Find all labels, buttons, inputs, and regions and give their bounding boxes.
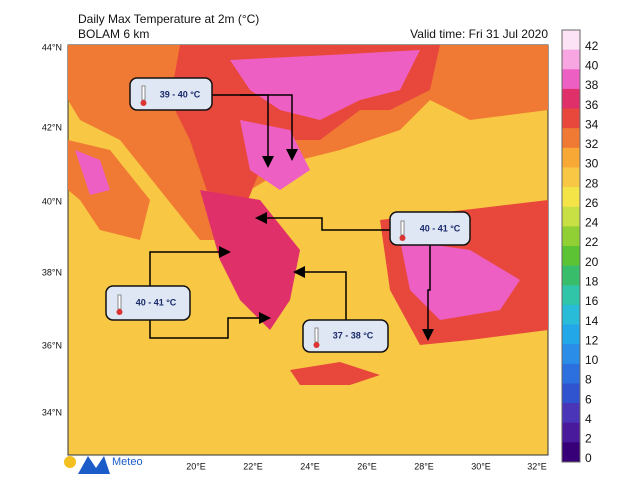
lon-label: 26°E xyxy=(357,461,377,471)
lon-label: 22°E xyxy=(243,461,263,471)
colorbar-label: 2 xyxy=(585,432,592,446)
colorbar-swatch xyxy=(562,49,580,70)
colorbar-swatch xyxy=(562,422,580,443)
colorbar-swatch xyxy=(562,304,580,326)
lat-label: 34°N xyxy=(42,407,62,417)
lat-label: 38°N xyxy=(42,267,62,277)
colorbar-label: 12 xyxy=(585,333,599,347)
subtitle: BOLAM 6 km xyxy=(78,27,149,41)
colorbar-label: 24 xyxy=(585,216,599,230)
callout-label: 37 - 38 °C xyxy=(333,330,374,340)
colorbar-swatch xyxy=(562,363,580,384)
colorbar-label: 36 xyxy=(585,98,599,112)
callout-arrows xyxy=(149,94,434,341)
land xyxy=(200,190,300,330)
colorbar-swatch xyxy=(562,383,580,404)
colorbar-label: 0 xyxy=(585,451,592,465)
colorbar-label: 4 xyxy=(585,412,592,426)
colorbar-swatch xyxy=(562,108,580,129)
hot-area xyxy=(75,150,110,195)
colorbar-label: 16 xyxy=(585,294,599,308)
lon-label: 30°E xyxy=(471,461,491,471)
colorbar-swatch xyxy=(562,442,580,463)
lon-label: 20°E xyxy=(186,461,206,471)
valid-time: Valid time: Fri 31 Jul 2020 xyxy=(410,27,548,41)
lon-labels: 20°E 22°E 24°E 26°E 28°E 30°E 32°E xyxy=(186,461,547,471)
colorbar-swatch xyxy=(562,30,580,51)
colorbar-swatch xyxy=(562,88,580,110)
colorbar-swatch xyxy=(562,69,580,90)
colorbar-label: 26 xyxy=(585,196,599,210)
hot-area xyxy=(230,50,420,120)
colorbar-swatch xyxy=(562,167,580,188)
colorbar-frame xyxy=(561,29,581,463)
colorbar-label: 42 xyxy=(585,39,599,53)
colorbar-label: 10 xyxy=(585,353,599,367)
colorbar-swatch xyxy=(562,403,580,424)
colorbar-swatch xyxy=(562,285,580,306)
colorbar-swatch xyxy=(562,344,580,365)
lat-labels: 44°N 42°N 40°N 38°N 36°N 34°N xyxy=(42,42,62,417)
colorbar-swatch xyxy=(562,324,580,345)
lon-label: 32°E xyxy=(527,461,547,471)
colorbar-label: 40 xyxy=(585,58,599,72)
colorbar-label: 28 xyxy=(585,176,599,190)
colorbar-label: 34 xyxy=(585,117,599,131)
colorbar-swatch xyxy=(562,187,580,208)
callout-box xyxy=(129,77,213,111)
colorbar-label: 22 xyxy=(585,235,599,249)
lon-label: 28°E xyxy=(414,461,434,471)
callout-box xyxy=(302,319,389,353)
title: Daily Max Temperature at 2m (°C) xyxy=(78,12,259,26)
colorbar-swatch xyxy=(562,246,580,267)
colorbar-swatch xyxy=(562,147,580,168)
callouts: 39 - 40 °C 40 - 41 °C 40 - 41 °C 37 - 38… xyxy=(105,77,471,353)
colorbar-label: 38 xyxy=(585,78,599,92)
colorbar-label: 8 xyxy=(585,373,592,387)
callout-label: 40 - 41 °C xyxy=(136,297,177,307)
lon-label: 24°E xyxy=(300,461,320,471)
colorbar-label: 32 xyxy=(585,137,599,151)
colorbar-label: 14 xyxy=(585,314,599,328)
colorbar-swatch xyxy=(562,265,580,286)
island xyxy=(290,362,380,385)
lat-label: 40°N xyxy=(42,196,62,206)
logo: Meteo xyxy=(64,456,143,474)
colorbar-swatch xyxy=(562,226,580,247)
colorbar-label: 20 xyxy=(585,255,599,269)
callout-box xyxy=(389,211,471,246)
callout-box xyxy=(105,285,191,321)
lat-label: 44°N xyxy=(42,42,62,52)
lat-label: 36°N xyxy=(42,340,62,350)
colorbar-label: 30 xyxy=(585,157,599,171)
callout-label: 39 - 40 °C xyxy=(160,89,201,99)
lat-label: 42°N xyxy=(42,122,62,132)
colorbar-swatch xyxy=(562,206,580,227)
colorbar-label: 18 xyxy=(585,274,599,288)
colorbar-label: 6 xyxy=(585,392,592,406)
callout-label: 40 - 41 °C xyxy=(420,223,461,233)
logo-text: Meteo xyxy=(112,456,143,468)
colorbar-swatch xyxy=(562,128,580,149)
